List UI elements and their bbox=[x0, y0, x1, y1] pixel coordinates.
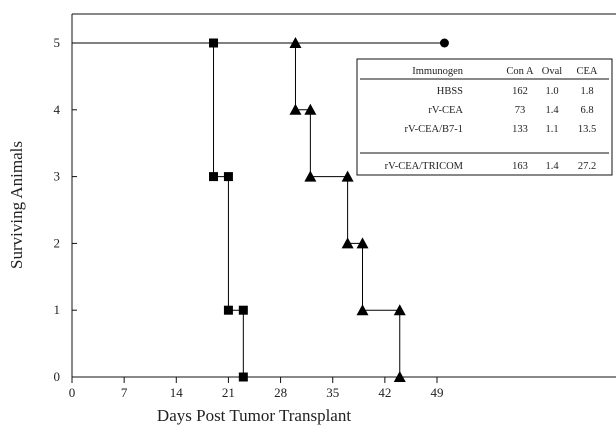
y-tick-label: 0 bbox=[54, 369, 61, 384]
series-group bbox=[72, 37, 449, 382]
data-point-circle bbox=[439, 38, 449, 48]
table-cell: rV-CEA bbox=[428, 105, 463, 116]
table-cell: 1.1 bbox=[545, 124, 558, 135]
data-point-square bbox=[223, 305, 233, 315]
x-tick-label: 42 bbox=[378, 385, 391, 400]
y-tick-label: 1 bbox=[54, 302, 61, 317]
x-tick-label: 35 bbox=[326, 385, 339, 400]
x-axis-title: Days Post Tumor Transplant bbox=[157, 406, 351, 425]
data-point-triangle bbox=[289, 103, 302, 115]
data-point-triangle bbox=[341, 170, 354, 182]
y-tick-label: 4 bbox=[54, 102, 61, 117]
table-cell: HBSS bbox=[437, 86, 463, 97]
table-cell: rV-CEA/B7-1 bbox=[404, 124, 463, 135]
table-cell: 13.5 bbox=[578, 124, 596, 135]
y-tick-label: 2 bbox=[54, 235, 61, 250]
table-cell: 163 bbox=[512, 161, 528, 172]
table-frame bbox=[356, 58, 613, 176]
data-point-triangle bbox=[393, 371, 406, 382]
table-cell: 6.8 bbox=[580, 105, 593, 116]
data-point-triangle bbox=[304, 170, 317, 182]
table-header-cell: Oval bbox=[542, 66, 562, 77]
y-axis-title: Surviving Animals bbox=[7, 141, 26, 269]
inset-table: Immunogen Con A Oval CEA HBSS 162 1.0 1.8 rV-CEA… bbox=[356, 58, 613, 176]
table-cell: 162 bbox=[512, 86, 528, 97]
table-header-cell: Con A bbox=[506, 66, 534, 77]
y-tick-label: 5 bbox=[54, 35, 61, 50]
table-cell: rV-CEA/TRICOM bbox=[385, 161, 464, 172]
table-cell: 1.8 bbox=[580, 86, 593, 97]
x-tick-label: 21 bbox=[222, 385, 235, 400]
data-point-triangle bbox=[393, 304, 406, 316]
table-cell: 133 bbox=[512, 124, 528, 135]
data-point-square bbox=[238, 305, 248, 315]
data-point-square bbox=[209, 38, 219, 48]
table-cell: 73 bbox=[515, 105, 526, 116]
data-point-triangle bbox=[341, 237, 354, 249]
x-tick-label: 7 bbox=[121, 385, 128, 400]
data-point-triangle bbox=[304, 103, 317, 115]
x-tick-label: 0 bbox=[69, 385, 76, 400]
x-tick-label: 14 bbox=[170, 385, 184, 400]
data-point-triangle bbox=[289, 37, 302, 48]
x-tick-label: 49 bbox=[431, 385, 444, 400]
series-line-square bbox=[213, 43, 244, 377]
table-cell: 27.2 bbox=[578, 161, 596, 172]
data-point-triangle bbox=[356, 237, 369, 249]
table-cell: 1.0 bbox=[545, 86, 558, 97]
table-cell: 1.4 bbox=[545, 161, 559, 172]
table-cell: 1.4 bbox=[545, 105, 559, 116]
data-point-square bbox=[238, 372, 248, 382]
table-header-cell: CEA bbox=[577, 66, 598, 77]
data-point-triangle bbox=[356, 304, 369, 316]
table-header-cell: Immunogen bbox=[412, 66, 463, 77]
y-tick-label: 3 bbox=[54, 169, 61, 184]
data-point-square bbox=[223, 172, 233, 182]
x-tick-label: 28 bbox=[274, 385, 287, 400]
series-line-triangle bbox=[294, 43, 401, 377]
axes: 0 1 2 3 4 5 0 7 14 21 28 35 42 49 Days Post Tumor Tran… bbox=[7, 13, 616, 425]
data-point-square bbox=[209, 172, 219, 182]
